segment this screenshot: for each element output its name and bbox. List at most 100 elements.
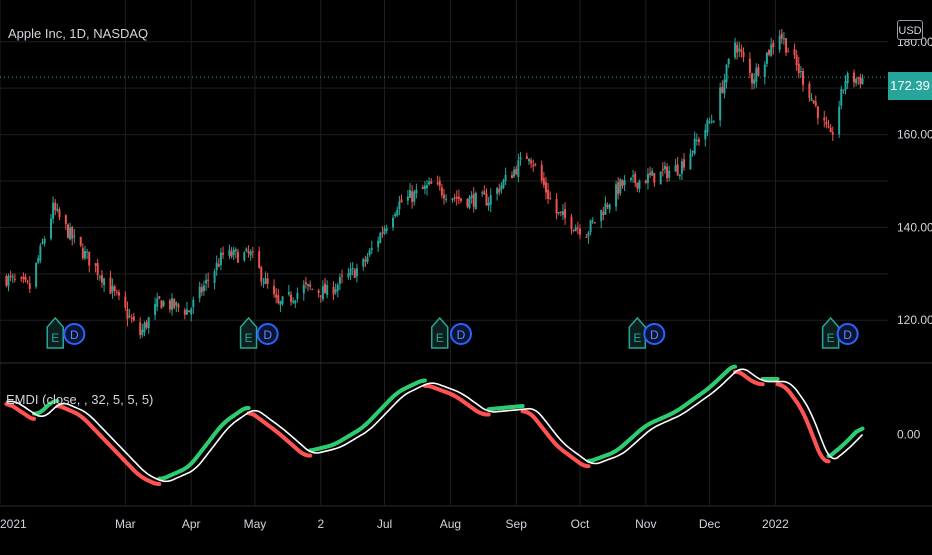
candle-body	[532, 165, 534, 166]
candle-body	[82, 248, 84, 258]
x-axis-tick-label: Sep	[506, 517, 528, 531]
candle-body	[683, 159, 685, 167]
candle-body	[296, 293, 298, 299]
candle-body	[184, 310, 186, 315]
x-axis-tick-label: Oct	[571, 517, 590, 531]
oscillator-histogram-segment	[860, 429, 862, 430]
candle-body	[58, 210, 60, 218]
candle-body	[369, 250, 371, 255]
candle-body	[426, 185, 428, 188]
candle-body	[422, 187, 424, 189]
candle-body	[768, 50, 770, 55]
candle-body	[575, 227, 577, 231]
candle-body	[490, 195, 492, 204]
candle-body	[541, 165, 543, 180]
candle-body	[71, 227, 73, 239]
candle-body	[415, 190, 417, 194]
dividend-event-label: D	[650, 328, 659, 342]
candle-body	[95, 263, 97, 266]
candle-body	[158, 296, 160, 298]
x-axis-tick-label: Nov	[635, 517, 656, 531]
candle-body	[354, 270, 356, 278]
candle-body	[570, 217, 572, 230]
candle-body	[692, 151, 694, 153]
candle-body	[386, 228, 388, 231]
earnings-event-label: E	[633, 331, 641, 345]
candle-body	[139, 322, 141, 335]
candle-body	[706, 120, 708, 133]
candle-body	[326, 285, 328, 295]
candle-body	[466, 199, 468, 206]
candle-body	[148, 317, 150, 328]
candle-body	[424, 186, 426, 189]
currency-button[interactable]: USD	[897, 20, 923, 40]
candle-body	[173, 299, 175, 308]
candle-body	[845, 81, 847, 90]
candle-body	[356, 268, 358, 276]
candle-body	[515, 169, 517, 174]
candle-body	[277, 295, 279, 303]
candle-body	[770, 45, 772, 56]
candle-body	[177, 305, 179, 308]
candle-body	[288, 292, 290, 294]
dividend-event-label: D	[457, 328, 466, 342]
candle-body	[69, 227, 71, 239]
candle-body	[333, 287, 335, 295]
candle-body	[711, 121, 713, 122]
candle-body	[44, 239, 46, 244]
candle-body	[320, 295, 322, 296]
candle-body	[5, 276, 7, 286]
candle-body	[772, 43, 774, 47]
candle-body	[500, 185, 502, 189]
candle-body	[324, 284, 326, 294]
candle-body	[192, 300, 194, 307]
candle-body	[379, 233, 381, 242]
indicator-legend[interactable]: EMDI (close, , 32, 5, 5, 5)	[6, 392, 153, 407]
candle-body	[594, 222, 596, 223]
symbol-legend[interactable]: Apple Inc, 1D, NASDAQ	[8, 26, 148, 41]
candle-body	[392, 218, 394, 228]
candle-body	[86, 252, 88, 253]
candle-body	[534, 164, 536, 165]
candle-body	[653, 173, 655, 182]
candle-body	[22, 277, 24, 279]
candle-body	[39, 246, 41, 261]
candle-body	[364, 260, 366, 262]
candle-body	[817, 106, 819, 118]
candle-body	[216, 263, 218, 270]
candle-body	[250, 252, 252, 256]
x-axis-tick-label: 2021	[0, 517, 27, 531]
candle-body	[97, 263, 99, 275]
x-axis-tick-label: Dec	[699, 517, 720, 531]
candle-body	[12, 276, 14, 278]
candle-body	[530, 160, 532, 163]
candle-body	[556, 199, 558, 214]
candle-body	[245, 249, 247, 252]
candle-body	[728, 59, 730, 64]
last-price-tag: 172.39	[888, 72, 932, 100]
candle-body	[783, 38, 785, 39]
candle-body	[847, 73, 849, 83]
candle-body	[341, 275, 343, 276]
candle-body	[243, 252, 245, 260]
candle-body	[647, 174, 649, 183]
candle-body	[203, 286, 205, 292]
candle-body	[738, 49, 740, 51]
candle-body	[65, 215, 67, 224]
price-axis-tick-label: 120.00	[897, 313, 932, 327]
dividend-event-label: D	[70, 328, 79, 342]
earnings-event-label: E	[245, 331, 253, 345]
candle-body	[547, 190, 549, 199]
candle-body	[362, 259, 364, 266]
candle-body	[352, 268, 354, 269]
candle-body	[666, 167, 668, 178]
candle-body	[307, 284, 309, 286]
candle-body	[233, 249, 235, 255]
candle-body	[273, 286, 275, 294]
candle-body	[473, 194, 475, 207]
candle-body	[651, 171, 653, 176]
candle-body	[573, 230, 575, 231]
candle-body	[231, 251, 233, 256]
candle-body	[458, 197, 460, 199]
